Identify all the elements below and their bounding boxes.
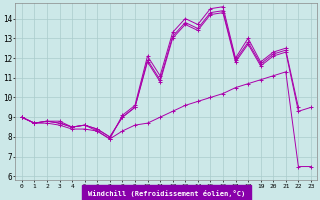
X-axis label: Windchill (Refroidissement éolien,°C): Windchill (Refroidissement éolien,°C): [88, 190, 245, 197]
